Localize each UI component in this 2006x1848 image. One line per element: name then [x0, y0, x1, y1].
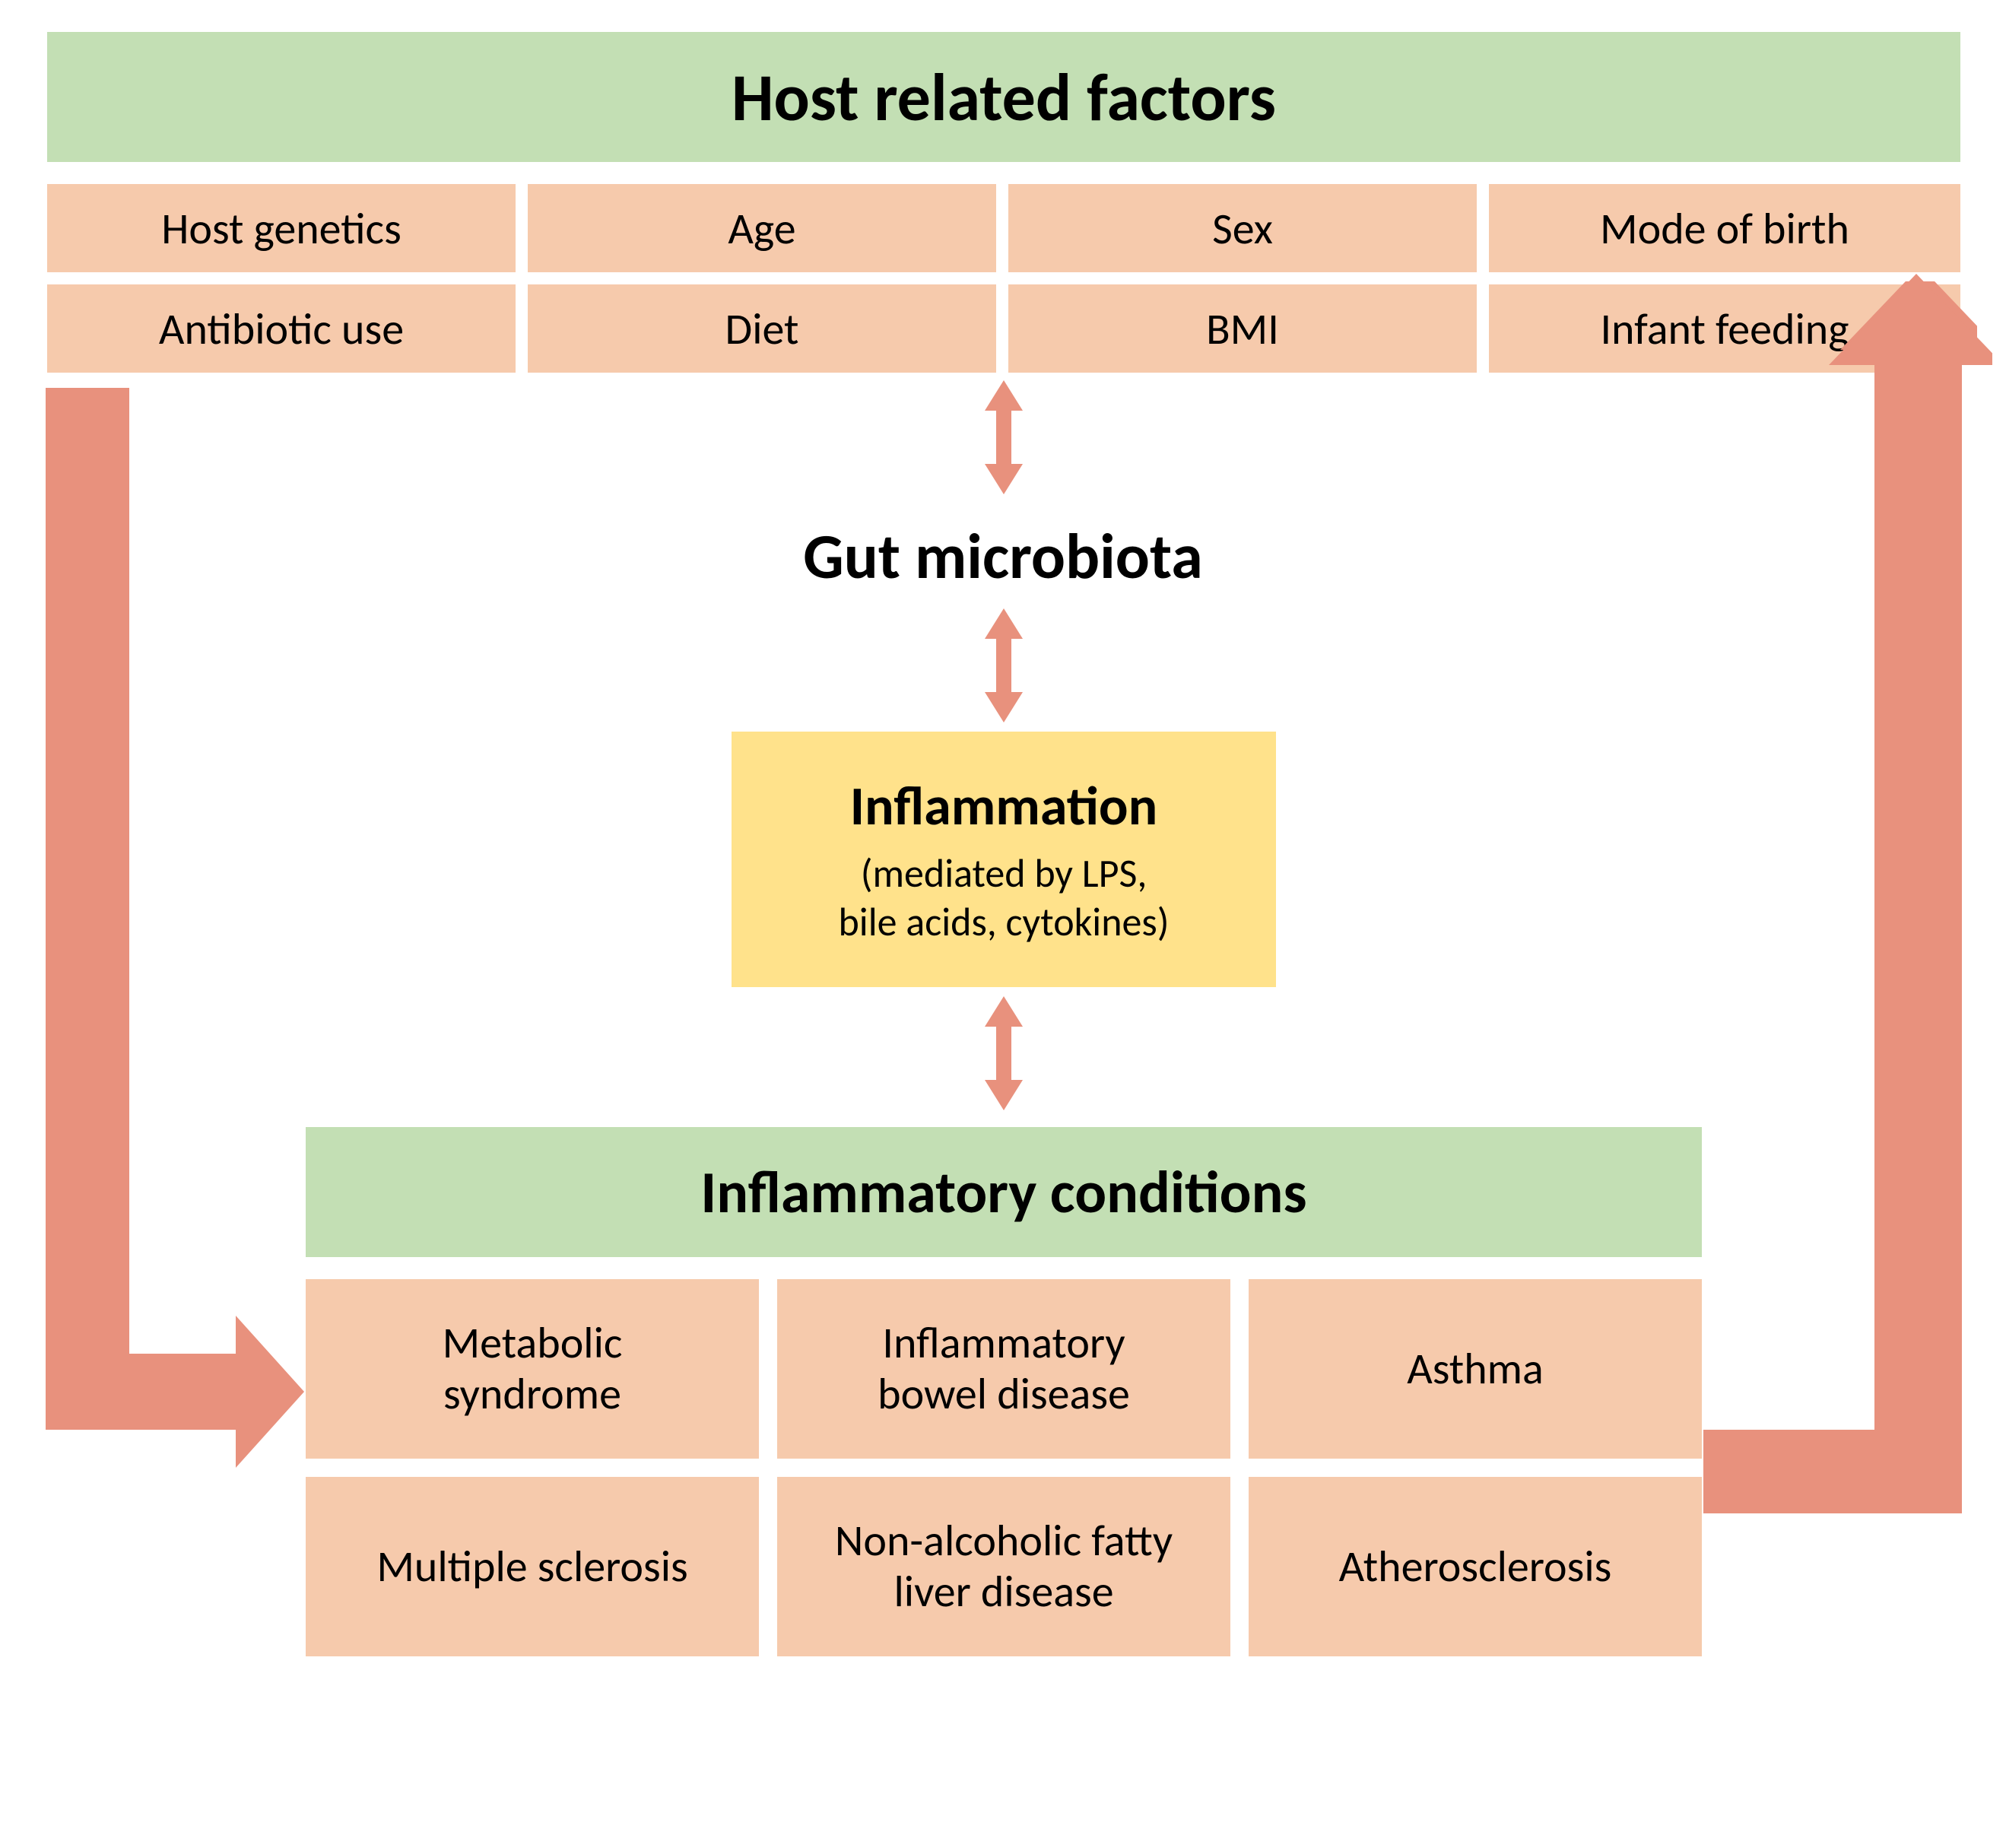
inflammation-sub1: (mediated by LPS, — [861, 849, 1147, 897]
condition-label: Atherosclerosis — [1339, 1542, 1612, 1592]
condition-label: Inflammatory bowel disease — [878, 1318, 1130, 1419]
factor-item: Age — [526, 183, 998, 274]
bottom-header-label: Inflammatory conditions — [700, 1156, 1306, 1228]
bottom-header: Inflammatory conditions — [304, 1126, 1703, 1259]
top-header: Host related factors — [46, 30, 1962, 164]
condition-item: Asthma — [1247, 1278, 1703, 1460]
left-l-arrow-icon — [30, 388, 304, 1513]
factor-label: Diet — [725, 302, 799, 356]
factor-item: BMI — [1007, 283, 1478, 374]
factor-label: Host genetics — [161, 202, 402, 256]
right-l-arrow-icon — [1703, 274, 1992, 1521]
factor-item: Antibiotic use — [46, 283, 517, 374]
factor-label: Mode of birth — [1600, 202, 1849, 256]
factor-item: Diet — [526, 283, 998, 374]
factor-label: Age — [728, 202, 795, 256]
inflammation-box: Inflammation (mediated by LPS, bile acid… — [730, 730, 1278, 989]
condition-item: Atherosclerosis — [1247, 1475, 1703, 1658]
condition-label: Non-alcoholic fatty liver disease — [835, 1516, 1173, 1617]
factor-label: BMI — [1206, 302, 1279, 356]
condition-item: Multiple sclerosis — [304, 1475, 760, 1658]
double-arrow-icon — [977, 608, 1030, 722]
double-arrow-icon — [977, 380, 1030, 494]
top-header-label: Host related factors — [732, 56, 1276, 138]
factor-item: Sex — [1007, 183, 1478, 274]
factor-item: Host genetics — [46, 183, 517, 274]
condition-label: Metabolic syndrome — [443, 1318, 623, 1419]
diagram-canvas: Host related factors Host genetics Age S… — [0, 0, 2006, 1848]
double-arrow-icon — [977, 996, 1030, 1110]
factor-item: Mode of birth — [1487, 183, 1962, 274]
inflammation-sub2: bile acids, cytokines) — [838, 897, 1169, 946]
condition-item: Metabolic syndrome — [304, 1278, 760, 1460]
inflammation-title: Inflammation — [850, 773, 1157, 840]
factor-label: Antibiotic use — [159, 302, 404, 356]
condition-item: Non-alcoholic fatty liver disease — [776, 1475, 1232, 1658]
condition-item: Inflammatory bowel disease — [776, 1278, 1232, 1460]
condition-label: Multiple sclerosis — [376, 1542, 687, 1592]
factor-label: Sex — [1212, 202, 1273, 256]
condition-label: Asthma — [1407, 1344, 1544, 1395]
